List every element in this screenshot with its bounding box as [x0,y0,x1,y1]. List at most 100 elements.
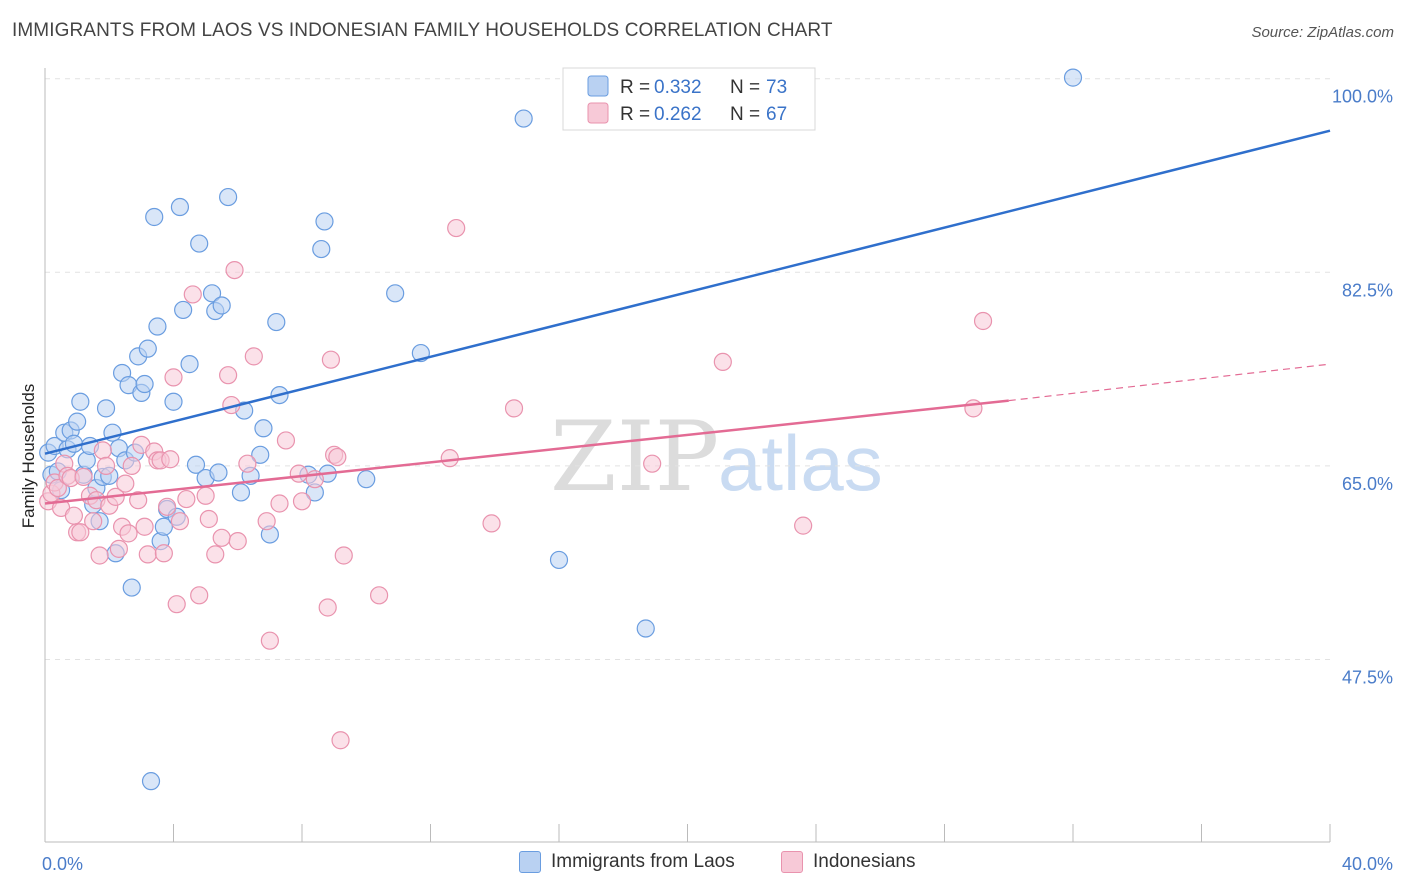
point-0-26 [122,578,141,597]
y-tick-label-3: 47.5% [1342,667,1393,687]
point-1-52 [260,631,279,650]
point-1-41 [196,486,215,505]
point-1-38 [177,489,196,509]
point-0-42 [180,355,199,374]
legend-n-value-laos: 73 [766,77,787,98]
x-tick-labels: 0.0% 40.0% [42,854,1393,874]
point-0-64 [357,470,376,489]
y-tick-label-0: 100.0% [1332,87,1393,107]
point-1-71 [794,516,813,535]
legend-r-value-laos: 0.332 [654,77,702,98]
point-1-61 [328,447,347,467]
trend-line-0 [44,129,1331,455]
point-1-13 [84,512,103,531]
point-1-16 [93,441,112,460]
point-1-25 [129,491,148,510]
point-1-36 [167,595,186,614]
point-1-70 [713,352,732,372]
point-0-67 [514,109,533,128]
point-1-27 [135,517,154,536]
point-0-32 [141,772,161,791]
point-0-9 [68,412,87,431]
legend-r-value-indonesians: 0.262 [654,104,702,125]
series-indonesians-points [39,218,993,750]
point-1-48 [228,532,247,551]
point-0-41 [174,300,193,320]
point-1-40 [190,586,209,605]
point-1-72 [964,399,983,418]
point-1-56 [292,492,312,511]
point-1-43 [206,545,225,564]
y-axis-label: Family Households [19,384,38,529]
point-0-61 [312,239,331,259]
point-1-59 [321,350,341,369]
point-0-49 [212,296,231,315]
point-0-55 [254,419,273,438]
point-0-70 [1063,68,1083,87]
point-1-44 [212,528,231,547]
point-0-30 [135,374,154,394]
point-1-73 [973,311,993,331]
x-tick-label-1: 40.0% [1342,854,1393,874]
point-1-33 [157,497,177,516]
point-0-48 [209,463,228,482]
chart-source: Source: ZipAtlas.com [1251,24,1394,41]
point-1-66 [447,218,466,238]
point-0-62 [315,212,334,231]
point-1-23 [119,524,138,543]
point-1-11 [74,467,93,487]
legend-n-label-indonesians: N = [730,104,760,125]
point-0-65 [386,284,405,303]
point-1-58 [318,598,337,617]
legend-swatch-laos [587,75,609,97]
point-0-46 [202,284,222,303]
point-1-53 [270,494,289,513]
point-1-54 [276,431,296,450]
point-0-51 [231,483,251,502]
point-0-10 [71,392,90,411]
point-1-64 [370,586,389,605]
point-1-10 [71,523,90,542]
watermark-zip: ZIP [550,401,719,513]
legend-r-label-indonesians: R = [620,104,650,125]
point-0-36 [154,517,173,536]
point-0-68 [549,550,569,570]
point-1-62 [331,731,350,750]
bottom-legend: Immigrants from Laos Indonesians [0,851,1406,879]
point-1-28 [138,545,157,564]
point-0-38 [164,392,183,411]
point-1-35 [164,368,183,387]
point-1-47 [225,260,244,280]
point-1-45 [219,366,238,385]
point-1-42 [199,509,218,529]
bottom-legend-swatch-indonesians [781,851,803,873]
point-1-65 [440,449,459,468]
watermark: ZIP atlas [550,401,883,513]
point-1-22 [116,474,135,493]
bottom-legend-laos: Immigrants from Laos [519,851,735,873]
y-tick-label-1: 82.5% [1342,280,1393,300]
point-1-49 [238,454,257,473]
legend-n-value-indonesians: 67 [766,104,787,125]
bottom-legend-label-indonesians: Indonesians [813,851,916,872]
watermark-atlas: atlas [718,419,883,507]
point-0-43 [186,455,206,474]
point-1-34 [161,450,180,469]
point-1-37 [170,512,190,531]
point-1-8 [64,506,84,525]
point-0-18 [96,399,116,418]
legend-n-label-laos: N = [730,77,760,98]
point-0-31 [138,339,157,358]
point-1-63 [334,546,353,565]
chart-title: IMMIGRANTS FROM LAOS VS INDONESIAN FAMIL… [12,20,833,41]
legend: R = 0.332 N = 73 R = 0.262 N = 67 [562,67,816,131]
trend-line-dashed-1 [1008,363,1331,402]
point-1-69 [643,454,662,473]
legend-swatch-indonesians [587,102,609,124]
point-0-40 [170,197,190,217]
point-1-20 [109,539,128,558]
point-0-33 [145,207,164,227]
point-0-44 [190,234,209,253]
point-1-32 [154,544,173,563]
